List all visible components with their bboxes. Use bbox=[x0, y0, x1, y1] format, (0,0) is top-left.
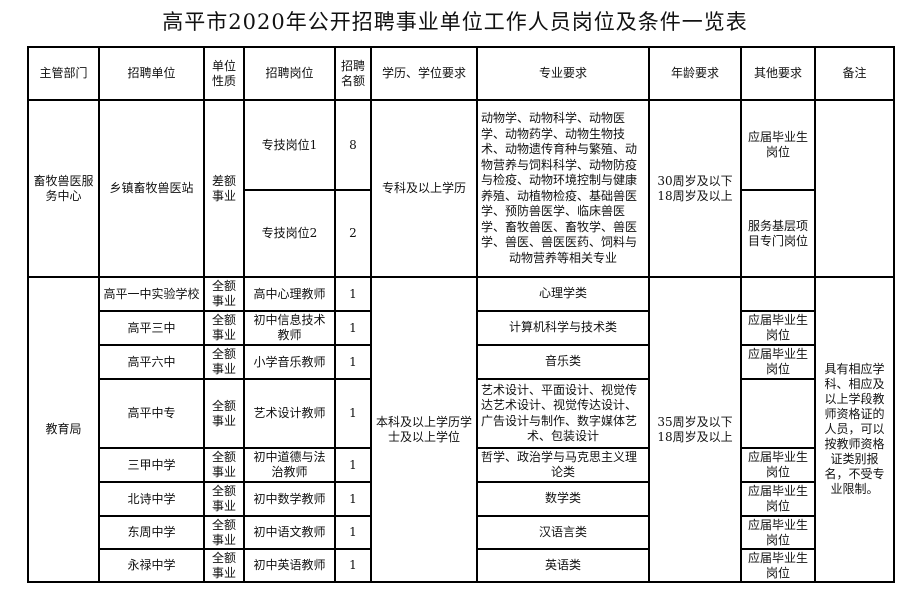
unit-cell: 高平六中 bbox=[98, 344, 205, 380]
major-cell: 数学类 bbox=[476, 481, 650, 517]
nature-cell: 全额事业 bbox=[203, 548, 245, 583]
table-row: 永禄中学 全额事业 初中英语教师 1 英语类 应届毕业生岗位 bbox=[28, 548, 894, 583]
major-cell: 计算机科学与技术类 bbox=[476, 310, 650, 346]
department-cell: 畜牧兽医服务中心 bbox=[27, 99, 100, 278]
post-cell: 专技岗位1 bbox=[243, 99, 336, 191]
post-cell: 初中信息技术教师 bbox=[243, 310, 336, 346]
post-cell: 高中心理教师 bbox=[243, 276, 336, 312]
recruitment-table: 主管部门 招聘单位 单位性质 招聘岗位 招聘名额 学历、学位要求 专业要求 年龄… bbox=[27, 46, 895, 583]
post-cell: 专技岗位2 bbox=[243, 189, 336, 278]
table-row: 专技岗位2 2 服务基层项目专门岗位 bbox=[28, 189, 894, 278]
table-row: 高平六中 全额事业 小学音乐教师 1 音乐类 应届毕业生岗位 bbox=[28, 344, 894, 380]
nature-cell: 全额事业 bbox=[203, 447, 245, 483]
other-cell: 应届毕业生岗位 bbox=[740, 310, 816, 346]
table-row: 三甲中学 全额事业 初中道德与法治教师 1 哲学、政治学与马克思主义理论类 应届毕业生岗位 bbox=[28, 447, 894, 483]
nature-cell: 全额事业 bbox=[203, 310, 245, 346]
post-cell: 艺术设计教师 bbox=[243, 378, 336, 449]
major-cell: 英语类 bbox=[476, 548, 650, 583]
table-row: 北诗中学 全额事业 初中数学教师 1 数学类 应届毕业生岗位 bbox=[28, 481, 894, 517]
other-cell: 应届毕业生岗位 bbox=[740, 344, 816, 380]
nature-cell: 全额事业 bbox=[203, 515, 245, 550]
header-department: 主管部门 bbox=[27, 46, 100, 101]
table-row: 畜牧兽医服务中心 乡镇畜牧兽医站 差额事业 专技岗位1 8 专科及以上学历 动物… bbox=[27, 99, 895, 278]
unit-cell: 高平中专 bbox=[98, 378, 205, 449]
major-cell: 哲学、政治学与马克思主义理论类 bbox=[476, 447, 650, 483]
post-cell: 初中数学教师 bbox=[243, 481, 336, 517]
unit-cell: 永禄中学 bbox=[98, 548, 205, 583]
post-cell: 初中道德与法治教师 bbox=[243, 447, 336, 483]
count-cell: 2 bbox=[334, 189, 372, 278]
header-other: 其他要求 bbox=[740, 46, 816, 101]
unit-cell: 高平三中 bbox=[98, 310, 205, 346]
other-cell: 应届毕业生岗位 bbox=[740, 548, 816, 583]
education-cell: 专科及以上学历 bbox=[370, 99, 478, 278]
other-cell: 应届毕业生岗位 bbox=[740, 481, 816, 517]
major-cell: 艺术设计、平面设计、视觉传达艺术设计、视觉传达设计、广告设计与制作、数字媒体艺术… bbox=[476, 378, 650, 449]
count-cell: 1 bbox=[334, 548, 372, 583]
header-unit: 招聘单位 bbox=[98, 46, 205, 101]
count-cell: 1 bbox=[334, 378, 372, 449]
other-cell bbox=[740, 378, 816, 449]
count-cell: 1 bbox=[334, 344, 372, 380]
post-cell: 初中英语教师 bbox=[243, 548, 336, 583]
other-cell: 应届毕业生岗位 bbox=[740, 447, 816, 483]
unit-cell: 东周中学 bbox=[98, 515, 205, 550]
age-cell: 35周岁及以下18周岁及以上 bbox=[648, 276, 742, 583]
major-cell: 心理学类 bbox=[476, 276, 650, 312]
count-cell: 1 bbox=[334, 276, 372, 312]
table-row: 高平中专 全额事业 艺术设计教师 1 艺术设计、平面设计、视觉传达艺术设计、视觉传达设计… bbox=[28, 378, 894, 449]
major-cell: 动物学、动物科学、动物医学、动物药学、动物生物技术、动物遗传育种与繁殖、动物营养… bbox=[476, 99, 650, 278]
post-cell: 小学音乐教师 bbox=[243, 344, 336, 380]
major-cell: 音乐类 bbox=[476, 344, 650, 380]
header-remark: 备注 bbox=[814, 46, 895, 101]
count-cell: 1 bbox=[334, 481, 372, 517]
nature-cell: 全额事业 bbox=[203, 344, 245, 380]
nature-cell: 全额事业 bbox=[203, 481, 245, 517]
other-cell bbox=[740, 276, 816, 312]
header-count: 招聘名额 bbox=[334, 46, 372, 101]
header-age: 年龄要求 bbox=[648, 46, 742, 101]
age-cell: 30周岁及以下18周岁及以上 bbox=[648, 99, 742, 278]
other-cell: 服务基层项目专门岗位 bbox=[740, 189, 816, 278]
unit-cell: 北诗中学 bbox=[98, 481, 205, 517]
remark-cell: 具有相应学科、相应及以上学段教师资格证的人员，可以按教师资格证类别报名，不受专业… bbox=[814, 276, 895, 583]
other-cell: 应届毕业生岗位 bbox=[740, 99, 816, 191]
header-major: 专业要求 bbox=[476, 46, 650, 101]
count-cell: 1 bbox=[334, 515, 372, 550]
header-post: 招聘岗位 bbox=[243, 46, 336, 101]
post-cell: 初中语文教师 bbox=[243, 515, 336, 550]
unit-cell: 乡镇畜牧兽医站 bbox=[98, 99, 205, 278]
header-nature: 单位性质 bbox=[203, 46, 245, 101]
header-row: 主管部门 招聘单位 单位性质 招聘岗位 招聘名额 学历、学位要求 专业要求 年龄… bbox=[27, 46, 895, 101]
nature-cell: 全额事业 bbox=[203, 378, 245, 449]
count-cell: 1 bbox=[334, 447, 372, 483]
other-cell: 应届毕业生岗位 bbox=[740, 515, 816, 550]
nature-cell: 全额事业 bbox=[203, 276, 245, 312]
education-cell: 本科及以上学历学士及以上学位 bbox=[370, 276, 478, 583]
major-cell: 汉语言类 bbox=[476, 515, 650, 550]
table-row: 东周中学 全额事业 初中语文教师 1 汉语言类 应届毕业生岗位 bbox=[28, 515, 894, 550]
header-education: 学历、学位要求 bbox=[370, 46, 478, 101]
unit-cell: 高平一中实验学校 bbox=[98, 276, 205, 312]
department-cell: 教育局 bbox=[27, 276, 100, 583]
table-row: 教育局 高平一中实验学校 全额事业 高中心理教师 1 本科及以上学历学士及以上学位 心理学类… bbox=[27, 276, 895, 583]
page-title: 高平市2020年公开招聘事业单位工作人员岗位及条件一览表 bbox=[162, 10, 748, 34]
nature-cell: 差额事业 bbox=[203, 99, 245, 278]
count-cell: 8 bbox=[334, 99, 372, 191]
table-row: 高平三中 全额事业 初中信息技术教师 1 计算机科学与技术类 应届毕业生岗位 bbox=[28, 310, 894, 346]
unit-cell: 三甲中学 bbox=[98, 447, 205, 483]
count-cell: 1 bbox=[334, 310, 372, 346]
remark-cell bbox=[814, 99, 895, 278]
